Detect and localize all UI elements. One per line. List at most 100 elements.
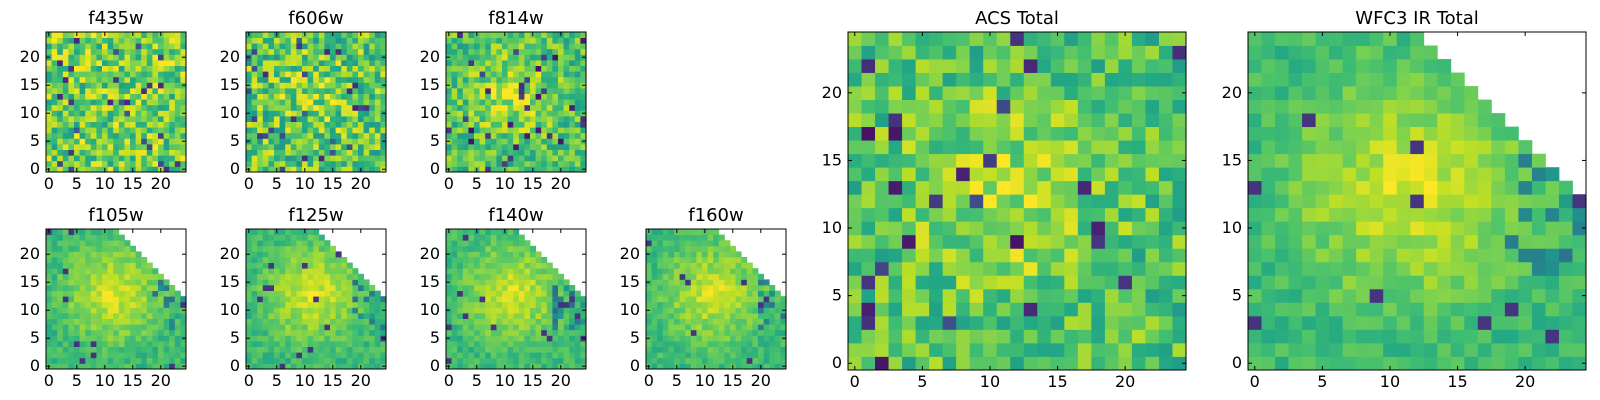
heatmap-cell <box>1104 86 1119 100</box>
heatmap-cell <box>302 318 308 325</box>
heatmap-cell <box>769 296 776 303</box>
x-tick-label: 15 <box>723 371 743 390</box>
heatmap-cell <box>479 93 486 100</box>
heatmap-cell <box>496 65 503 72</box>
heatmap-cell <box>735 313 742 319</box>
heatmap-cell <box>341 307 348 314</box>
heatmap-cell <box>113 273 120 280</box>
heatmap-cell <box>346 144 353 150</box>
heatmap-cell <box>313 324 320 331</box>
heatmap-cell <box>479 268 486 275</box>
heatmap-cell <box>96 357 103 364</box>
heatmap-cell <box>490 144 497 150</box>
heatmap-cell <box>651 234 658 241</box>
heatmap-cell <box>146 335 153 342</box>
heatmap-cell <box>141 121 148 128</box>
heatmap-cell <box>74 132 80 139</box>
heatmap-cell <box>90 279 97 286</box>
heatmap-cell <box>546 93 553 100</box>
heatmap-cell <box>696 363 703 370</box>
heatmap-cell <box>107 279 114 286</box>
heatmap-cell <box>524 99 531 106</box>
heatmap-cell <box>290 352 297 359</box>
heatmap-cell <box>848 288 862 303</box>
heatmap-cell <box>707 318 714 325</box>
heatmap-cell <box>702 346 708 353</box>
heatmap-cell <box>702 352 708 359</box>
heatmap-cell <box>1091 261 1106 276</box>
heatmap-cell <box>124 60 131 66</box>
heatmap-cell <box>174 60 181 66</box>
heatmap-cell <box>268 318 275 325</box>
heatmap-cell <box>46 273 52 280</box>
heatmap-cell <box>313 166 320 173</box>
heatmap-cell <box>158 335 164 342</box>
heatmap-cell <box>118 99 125 106</box>
heatmap-cell <box>1077 32 1092 46</box>
heatmap-cell <box>318 341 325 347</box>
panel-title: f814w <box>488 8 543 29</box>
heatmap-cell <box>563 166 570 173</box>
heatmap-cell <box>146 116 153 122</box>
heatmap-cell <box>341 262 348 269</box>
heatmap-cell <box>90 346 97 353</box>
heatmap-cell <box>1050 221 1065 236</box>
heatmap-cell <box>318 144 325 150</box>
heatmap-cell <box>380 341 387 347</box>
heatmap-cell <box>1023 207 1038 222</box>
plot-frame <box>445 31 587 173</box>
heatmap-cell <box>313 352 320 359</box>
heatmap-cell <box>146 71 153 78</box>
heatmap-cell <box>102 138 108 145</box>
heatmap-cell <box>668 279 675 286</box>
heatmap-cell <box>718 268 725 275</box>
heatmap-cell <box>62 93 69 100</box>
heatmap-cell <box>341 273 348 280</box>
heatmap-cell <box>163 329 170 336</box>
heatmap-cell <box>113 127 120 134</box>
heatmap-cell <box>274 149 280 156</box>
heatmap-cell <box>1023 59 1038 73</box>
heatmap-cell <box>107 324 114 331</box>
heatmap-cell <box>474 76 480 83</box>
heatmap-cell <box>1037 329 1052 344</box>
heatmap-cell <box>942 32 957 46</box>
heatmap-cell <box>290 357 297 364</box>
heatmap-cell <box>996 315 1011 330</box>
heatmap-cell <box>496 335 503 342</box>
heatmap-cell <box>1158 180 1173 195</box>
heatmap-cell <box>1172 45 1187 60</box>
y-tick-label: 20 <box>620 244 640 263</box>
heatmap-cell <box>496 229 503 235</box>
heatmap-cell <box>507 352 514 359</box>
heatmap-cell <box>929 275 944 290</box>
heatmap-cell <box>68 346 75 353</box>
heatmap-cell <box>324 138 331 145</box>
heatmap-cell <box>135 346 142 353</box>
heatmap-cell <box>113 121 120 128</box>
heatmap-cell <box>290 76 297 83</box>
heatmap-cell <box>468 357 475 364</box>
heatmap-cell <box>679 329 686 336</box>
heatmap-cell <box>302 335 308 342</box>
heatmap-cell <box>524 329 531 336</box>
heatmap-cell <box>363 144 370 150</box>
heatmap-cell <box>574 110 581 117</box>
heatmap-cell <box>861 194 876 209</box>
heatmap-cell <box>929 113 944 128</box>
heatmap-cell <box>374 88 381 94</box>
heatmap-cell <box>1158 72 1173 87</box>
x-tick-label: 20 <box>351 371 371 390</box>
heatmap-cell <box>318 346 325 353</box>
heatmap-cell <box>535 132 542 139</box>
heatmap-cell <box>285 268 292 275</box>
heatmap-cell <box>485 93 492 100</box>
heatmap-cell <box>929 329 944 344</box>
heatmap-cell <box>563 121 570 128</box>
heatmap-cell <box>558 93 564 100</box>
heatmap-cell <box>118 245 125 252</box>
heatmap-cell <box>79 155 86 162</box>
heatmap-cell <box>569 60 576 66</box>
heatmap-cell <box>246 132 252 139</box>
